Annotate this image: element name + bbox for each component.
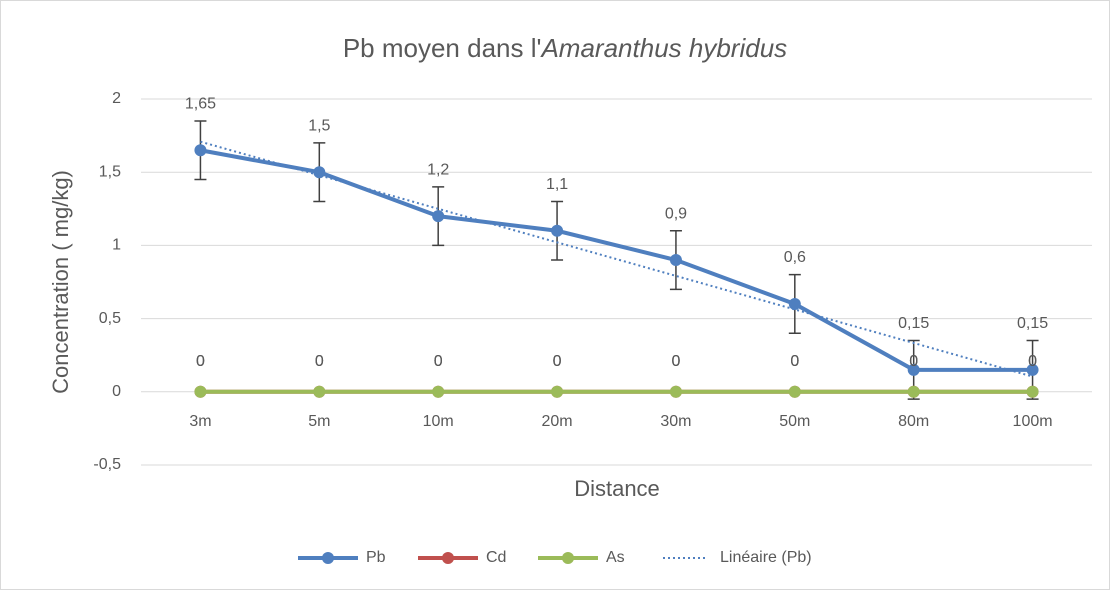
data-label: 0	[196, 353, 205, 370]
data-label: 0	[909, 353, 918, 370]
data-point	[194, 144, 207, 157]
title-part: Pb moyen dans l'	[343, 33, 542, 63]
legend-label: As	[606, 549, 625, 566]
data-point	[788, 385, 801, 398]
data-label: 0	[196, 353, 205, 370]
y-axis-title: Concentration ( mg/kg)	[48, 170, 73, 394]
data-point	[313, 166, 326, 179]
data-label: 0	[434, 353, 443, 370]
data-label: 0,6	[784, 249, 806, 266]
x-tick-label: 80m	[898, 413, 929, 430]
data-point	[432, 210, 445, 223]
legend-label: Pb	[366, 549, 386, 566]
data-label: 0	[671, 353, 680, 370]
y-tick-label: 1	[112, 237, 121, 254]
data-label: 0	[315, 353, 324, 370]
data-point	[551, 385, 564, 398]
x-tick-label: 20m	[542, 413, 573, 430]
data-label: 1,1	[546, 176, 568, 193]
title-part: Amaranthus hybridus	[539, 33, 787, 63]
data-point	[313, 385, 326, 398]
series-line	[200, 148, 1033, 372]
data-label: 0	[315, 353, 324, 370]
x-tick-label: 50m	[779, 413, 810, 430]
legend-marker	[562, 552, 574, 564]
data-label: 0,15	[898, 315, 929, 332]
data-point	[551, 224, 564, 237]
data-label: 0	[671, 353, 680, 370]
x-tick-label: 100m	[1013, 413, 1053, 430]
data-label: 0,15	[1017, 315, 1048, 332]
y-tick-label: -0,5	[93, 456, 121, 473]
y-tick-label: 0	[112, 383, 121, 400]
data-label: 1,2	[427, 161, 449, 178]
legend-label: Cd	[486, 549, 506, 566]
x-tick-label: 30m	[660, 413, 691, 430]
data-point	[194, 385, 207, 398]
data-label: 0	[790, 353, 799, 370]
legend-marker	[442, 552, 454, 564]
data-point	[788, 297, 801, 310]
data-point	[907, 363, 920, 376]
data-label: 0	[909, 353, 918, 370]
data-label: 0	[1028, 353, 1037, 370]
data-label: 0	[553, 353, 562, 370]
legend-label: Linéaire (Pb)	[720, 549, 812, 566]
data-label: 0	[1028, 353, 1037, 370]
data-label: 0	[553, 353, 562, 370]
x-axis-title: Distance	[574, 476, 660, 501]
data-point	[432, 385, 445, 398]
x-tick-label: 10m	[423, 413, 454, 430]
data-label: 0,9	[665, 205, 687, 222]
x-tick-label: 5m	[308, 413, 330, 430]
y-tick-label: 0,5	[99, 310, 121, 327]
data-label: 0	[434, 353, 443, 370]
data-point	[669, 385, 682, 398]
legend-marker	[322, 552, 334, 564]
data-point	[1026, 363, 1039, 376]
data-point	[669, 254, 682, 267]
data-label: 1,5	[308, 117, 330, 134]
chart-title: Pb moyen dans l'Amaranthus hybridus	[343, 33, 787, 63]
y-tick-label: 1,5	[99, 163, 121, 180]
y-tick-label: 2	[112, 90, 121, 107]
data-point	[1026, 385, 1039, 398]
data-label: 1,65	[185, 95, 216, 112]
x-tick-label: 3m	[189, 413, 211, 430]
data-point	[907, 385, 920, 398]
trendline	[200, 140, 1033, 378]
data-label: 0	[790, 353, 799, 370]
